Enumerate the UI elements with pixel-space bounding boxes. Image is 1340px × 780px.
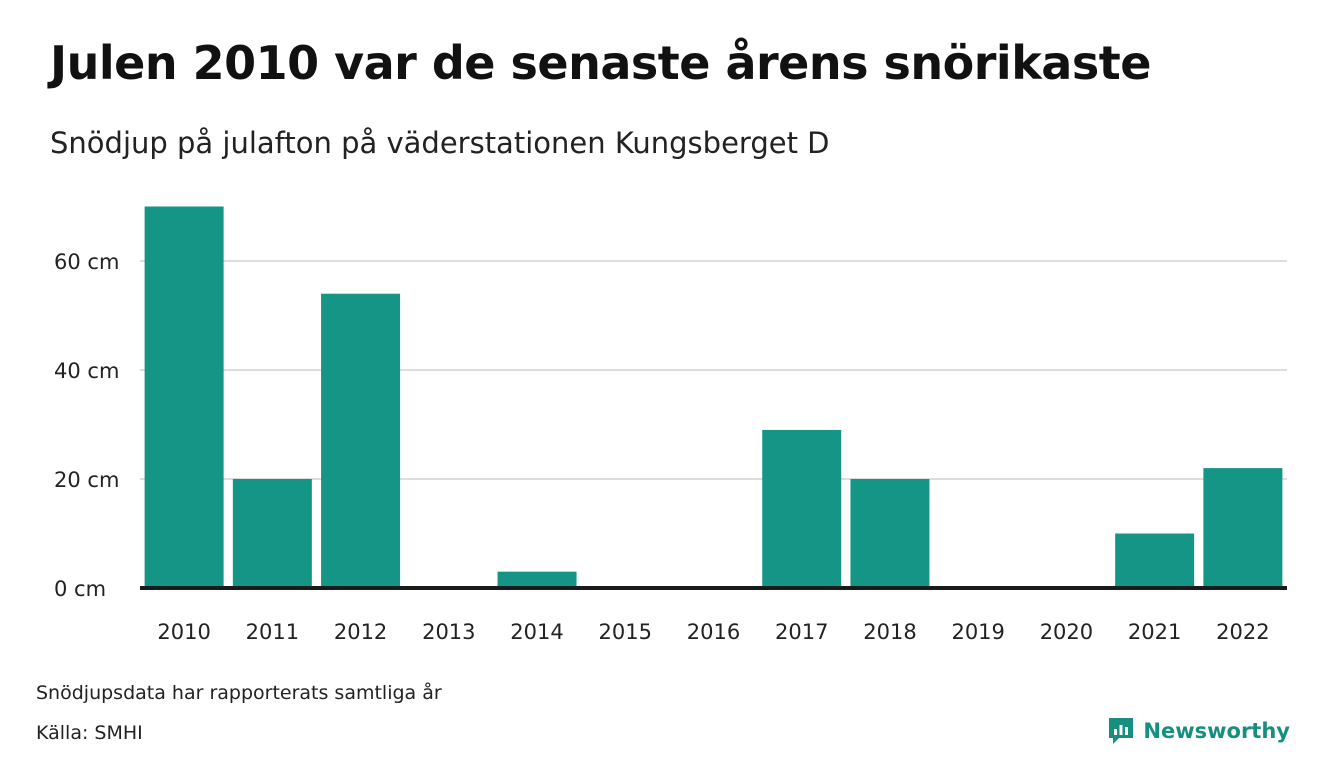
x-tick-label: 2010 [157,620,210,644]
brand-name: Newsworthy [1143,719,1290,743]
x-tick-label: 2011 [246,620,299,644]
y-tick-label: 0 cm [54,577,106,601]
x-tick-label: 2014 [510,620,563,644]
x-tick-label: 2019 [951,620,1004,644]
x-tick-label: 2020 [1040,620,1093,644]
x-tick-label: 2017 [775,620,828,644]
x-tick-label: 2018 [863,620,916,644]
source-note: Källa: SMHI [36,722,143,744]
grid-layer [140,260,1287,480]
chart-subtitle: Snödjup på julafton på väderstationen Ku… [50,126,830,160]
data-note: Snödjupsdata har rapporterats samtliga å… [36,682,442,704]
x-tick-label: 2016 [687,620,740,644]
y-tick-label: 20 cm [54,468,119,492]
x-tick-label: 2013 [422,620,475,644]
bar [1203,468,1283,588]
bar-layer [144,206,1283,588]
bar [497,571,577,588]
x-tick-label: 2015 [599,620,652,644]
bar [762,429,842,588]
y-tick-label: 60 cm [54,250,119,274]
bar [1115,533,1195,588]
chart-title: Julen 2010 var de senaste årens snörikas… [50,36,1151,90]
axis-layer: 0 cm 20 cm 40 cm 60 cm 2010 2011 2012 2013 2014 2… [54,250,1287,644]
bar-chart: 0 cm 20 cm 40 cm 60 cm 2010 2011 2012 2013 2014 2… [54,206,1287,644]
bar [232,479,312,588]
bar [850,479,930,588]
y-tick-label: 40 cm [54,359,119,383]
x-tick-label: 2022 [1216,620,1269,644]
newsworthy-logo-icon [1109,718,1134,744]
bar [144,206,224,588]
x-tick-label: 2012 [334,620,387,644]
bar [321,293,401,588]
x-tick-label: 2021 [1128,620,1181,644]
newsworthy-brand: Newsworthy [1107,716,1290,746]
